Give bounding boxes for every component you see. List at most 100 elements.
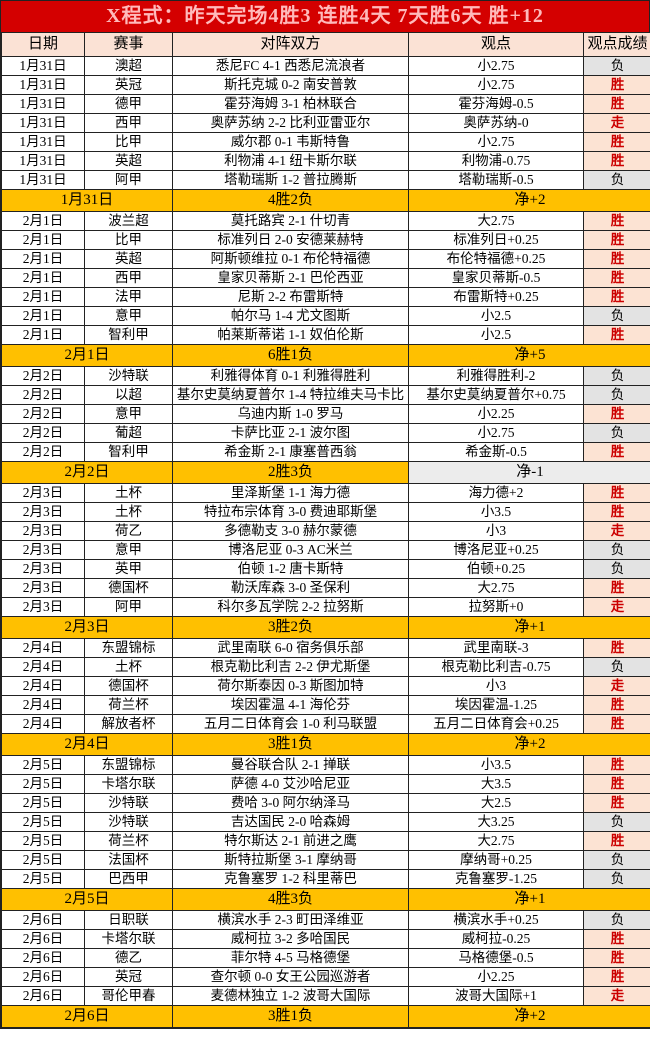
date-cell: 1月31日 [1, 75, 85, 95]
league-cell: 英超 [84, 249, 173, 269]
col-header-league: 赛事 [84, 32, 173, 57]
match-cell: 五月二日体育会 1-0 利马联盟 [172, 714, 409, 734]
league-cell: 西甲 [84, 113, 173, 133]
league-cell: 澳超 [84, 56, 173, 76]
league-cell: 哥伦甲春 [84, 986, 173, 1006]
result-cell: 胜 [583, 714, 650, 734]
col-header-date: 日期 [1, 32, 85, 57]
pick-cell: 根克勒比利吉-0.75 [408, 657, 584, 677]
result-cell: 胜 [583, 325, 650, 345]
date-cell: 2月4日 [1, 695, 85, 715]
pick-cell: 小3.5 [408, 502, 584, 522]
result-cell: 胜 [583, 929, 650, 949]
pick-cell: 奥萨苏纳-0 [408, 113, 584, 133]
pick-cell: 霍芬海姆-0.5 [408, 94, 584, 114]
result-cell: 胜 [583, 755, 650, 775]
league-cell: 意甲 [84, 306, 173, 326]
pick-cell: 拉努斯+0 [408, 597, 584, 617]
result-cell: 胜 [583, 287, 650, 307]
result-cell: 负 [583, 385, 650, 405]
date-cell: 1月31日 [1, 94, 85, 114]
match-cell: 皇家贝蒂斯 2-1 巴伦西亚 [172, 268, 409, 288]
summary-record-cell: 4胜3负 [172, 888, 409, 911]
date-cell: 2月3日 [1, 502, 85, 522]
date-cell: 2月5日 [1, 869, 85, 889]
date-cell: 2月1日 [1, 211, 85, 231]
league-cell: 葡超 [84, 423, 173, 443]
match-cell: 根克勒比利吉 2-2 伊尤斯堡 [172, 657, 409, 677]
pick-cell: 大2.75 [408, 578, 584, 598]
summary-row: 2月6日 3胜1负 净+2 [1, 1005, 650, 1028]
match-cell: 克鲁塞罗 1-2 科里蒂巴 [172, 869, 409, 889]
summary-row: 2月1日 6胜1负 净+5 [1, 344, 650, 367]
result-cell: 胜 [583, 502, 650, 522]
summary-net-cell: 净-1 [408, 461, 650, 484]
table-row: 2月1日 智利甲 帕莱斯蒂诺 1-1 奴伯伦斯 小2.5 胜 [1, 325, 650, 345]
date-cell: 2月1日 [1, 287, 85, 307]
summary-net-cell: 净+2 [408, 189, 650, 212]
date-cell: 2月3日 [1, 578, 85, 598]
result-cell: 胜 [583, 774, 650, 794]
match-cell: 伯顿 1-2 唐卡斯特 [172, 559, 409, 579]
table-row: 1月31日 英冠 斯托克城 0-2 南安普敦 小2.75 胜 [1, 75, 650, 95]
pick-cell: 小3 [408, 521, 584, 541]
pick-cell: 利物浦-0.75 [408, 151, 584, 171]
date-cell: 2月1日 [1, 249, 85, 269]
summary-row: 2月2日 2胜3负 净-1 [1, 461, 650, 484]
result-cell: 胜 [583, 75, 650, 95]
match-cell: 基尔史莫纳夏普尔 1-4 特拉维夫马卡比 [172, 385, 409, 405]
date-cell: 2月5日 [1, 793, 85, 813]
date-cell: 2月1日 [1, 230, 85, 250]
result-cell: 胜 [583, 94, 650, 114]
date-cell: 2月6日 [1, 986, 85, 1006]
table-row: 2月6日 哥伦甲春 麦德林独立 1-2 波哥大国际 波哥大国际+1 走 [1, 986, 650, 1006]
table-row: 2月5日 沙特联 费哈 3-0 阿尔纳泽马 大2.5 胜 [1, 793, 650, 813]
league-cell: 德乙 [84, 948, 173, 968]
match-cell: 帕莱斯蒂诺 1-1 奴伯伦斯 [172, 325, 409, 345]
date-cell: 2月6日 [1, 967, 85, 987]
match-cell: 希金斯 2-1 康塞普西翁 [172, 442, 409, 462]
league-cell: 阿甲 [84, 170, 173, 190]
league-cell: 英冠 [84, 75, 173, 95]
date-cell: 2月1日 [1, 268, 85, 288]
pick-cell: 武里南联-3 [408, 638, 584, 658]
result-cell: 胜 [583, 831, 650, 851]
result-cell: 负 [583, 869, 650, 889]
match-cell: 特拉布宗体育 3-0 费迪耶斯堡 [172, 502, 409, 522]
table-row: 2月1日 西甲 皇家贝蒂斯 2-1 巴伦西亚 皇家贝蒂斯-0.5 胜 [1, 268, 650, 288]
match-cell: 霍芬海姆 3-1 柏林联合 [172, 94, 409, 114]
match-cell: 麦德林独立 1-2 波哥大国际 [172, 986, 409, 1006]
result-cell: 胜 [583, 151, 650, 171]
result-cell: 负 [583, 56, 650, 76]
league-cell: 荷兰杯 [84, 695, 173, 715]
table-row: 2月6日 日职联 横滨水手 2-3 町田泽维亚 横滨水手+0.25 负 [1, 910, 650, 930]
result-cell: 走 [583, 113, 650, 133]
date-cell: 2月3日 [1, 597, 85, 617]
summary-net-cell: 净+1 [408, 888, 650, 911]
league-cell: 卡塔尔联 [84, 929, 173, 949]
date-cell: 1月31日 [1, 170, 85, 190]
table-row: 1月31日 比甲 威尔郡 0-1 韦斯特鲁 小2.75 胜 [1, 132, 650, 152]
result-cell: 胜 [583, 948, 650, 968]
pick-cell: 埃因霍温-1.25 [408, 695, 584, 715]
summary-date-cell: 1月31日 [1, 189, 173, 212]
result-cell: 负 [583, 423, 650, 443]
league-cell: 英甲 [84, 559, 173, 579]
league-cell: 沙特联 [84, 793, 173, 813]
summary-date-cell: 2月4日 [1, 733, 173, 756]
date-cell: 1月31日 [1, 132, 85, 152]
match-cell: 武里南联 6-0 宿务俱乐部 [172, 638, 409, 658]
pick-cell: 小2.5 [408, 325, 584, 345]
league-cell: 英冠 [84, 967, 173, 987]
match-cell: 卡萨比亚 2-1 波尔图 [172, 423, 409, 443]
league-cell: 比甲 [84, 230, 173, 250]
match-cell: 多德勒支 3-0 赫尔蒙德 [172, 521, 409, 541]
match-cell: 标准列日 2-0 安德莱赫特 [172, 230, 409, 250]
date-cell: 2月6日 [1, 948, 85, 968]
col-header-result: 观点成绩 [583, 32, 650, 57]
match-cell: 尼斯 2-2 布雷斯特 [172, 287, 409, 307]
pick-cell: 塔勒瑞斯-0.5 [408, 170, 584, 190]
date-cell: 2月5日 [1, 755, 85, 775]
match-cell: 利物浦 4-1 纽卡斯尔联 [172, 151, 409, 171]
